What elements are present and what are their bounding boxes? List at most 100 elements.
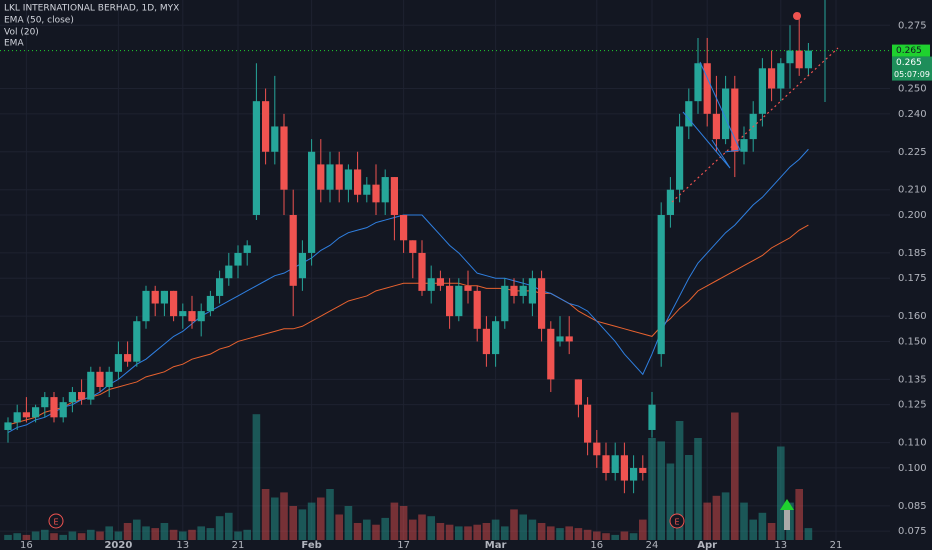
x-tick-label: Feb	[301, 540, 321, 550]
prev-price-label: 0.265	[896, 58, 922, 68]
arrow-shaft	[784, 508, 790, 530]
volume-bar	[261, 489, 270, 540]
candle-body	[197, 311, 205, 322]
volume-bar	[767, 523, 776, 540]
candle-body	[225, 265, 233, 279]
candle-body	[685, 101, 693, 127]
y-tick-label: 0.085	[898, 501, 927, 512]
x-tick-label: 17	[397, 540, 410, 550]
earnings-marker	[48, 513, 64, 529]
candle-body	[252, 101, 260, 215]
volume-bar	[215, 516, 224, 540]
volume-bar	[777, 446, 785, 540]
drawings	[671, 0, 839, 530]
price-labels: 0.265 0.265 05:07:09	[0, 44, 932, 81]
volume-bar	[123, 523, 132, 540]
candle-body	[335, 164, 343, 190]
volume-bar	[4, 534, 12, 540]
candle-body	[666, 189, 674, 215]
y-tick-label: 0.275	[898, 20, 927, 31]
volume-bar	[455, 526, 463, 540]
candle-body	[160, 290, 168, 304]
volume-bar	[593, 531, 601, 540]
volume-bar	[648, 438, 656, 540]
candle-body	[262, 101, 270, 152]
candle-body	[179, 311, 187, 317]
volume-bar	[620, 531, 629, 540]
candle-body	[731, 88, 739, 152]
candle-body	[133, 321, 141, 362]
volume-bar	[372, 524, 380, 540]
volume-bar	[225, 512, 233, 540]
last-price-label: 0.265	[896, 46, 922, 56]
candle-body	[501, 285, 509, 322]
volume-bar	[298, 509, 307, 540]
volume-bar	[574, 528, 583, 540]
candles	[4, 12, 812, 494]
volume-bar	[399, 506, 408, 540]
x-tick-label: Apr	[697, 540, 717, 550]
volume-bar	[556, 528, 564, 540]
candle-body	[4, 422, 12, 430]
candle-body	[280, 126, 288, 190]
candle-body	[363, 184, 371, 195]
candle-body	[50, 397, 58, 418]
candle-body	[234, 252, 242, 266]
legend-entry: Vol (20)	[4, 28, 39, 38]
volume-bar	[804, 528, 813, 540]
candle-body	[519, 285, 527, 296]
last-price-box	[892, 44, 930, 57]
candle-body	[786, 50, 794, 64]
volume-bar	[712, 495, 721, 540]
candle-body	[105, 371, 113, 387]
volume-bar	[188, 529, 196, 540]
y-tick-label: 0.150	[898, 336, 927, 347]
volume-bar	[41, 529, 49, 540]
candle-body	[151, 290, 159, 304]
volume-bar	[133, 519, 141, 540]
candle-body	[68, 392, 76, 403]
x-tick-label: 21	[830, 540, 843, 550]
candle-body	[740, 139, 748, 152]
volume-bar	[611, 534, 619, 540]
volume-bar	[639, 519, 647, 540]
volume-bar	[289, 506, 297, 540]
candle-body	[124, 354, 132, 362]
volume-bar	[160, 523, 169, 540]
time-axis: 16 2020 13 21 Feb 17 Mar 16 24 Apr 13 21	[20, 540, 842, 550]
candle-body	[170, 290, 178, 317]
candle-body	[712, 113, 720, 140]
candle-body	[556, 336, 564, 342]
volume-bar	[31, 531, 40, 540]
candle-body	[188, 311, 196, 322]
x-tick-label: Mar	[485, 540, 507, 550]
volume-bar	[482, 523, 491, 540]
candle-body	[354, 169, 362, 195]
candle-body	[446, 285, 454, 317]
volume-bar	[666, 463, 675, 540]
candle-body	[492, 321, 500, 355]
volume-bar	[565, 526, 573, 540]
candle-body	[427, 278, 435, 291]
candle-body	[344, 169, 352, 190]
volume-bar	[87, 529, 95, 540]
candle-body	[78, 392, 86, 400]
candle-body	[271, 126, 279, 152]
volume-bar	[491, 519, 500, 540]
x-tick-label: 2020	[104, 540, 132, 550]
volume-bar	[243, 529, 251, 540]
volume-bar	[528, 519, 537, 540]
volume-bar	[473, 524, 481, 540]
volume-bars	[4, 412, 813, 540]
x-tick-label: 16	[20, 540, 33, 550]
candle-body	[648, 404, 656, 430]
candle-body	[602, 455, 610, 473]
candle-body	[538, 278, 546, 329]
candle-body	[593, 442, 601, 456]
candle-body	[584, 404, 592, 443]
volume-bar	[749, 519, 757, 540]
candle-body	[482, 328, 490, 355]
volume-bar	[537, 523, 546, 540]
